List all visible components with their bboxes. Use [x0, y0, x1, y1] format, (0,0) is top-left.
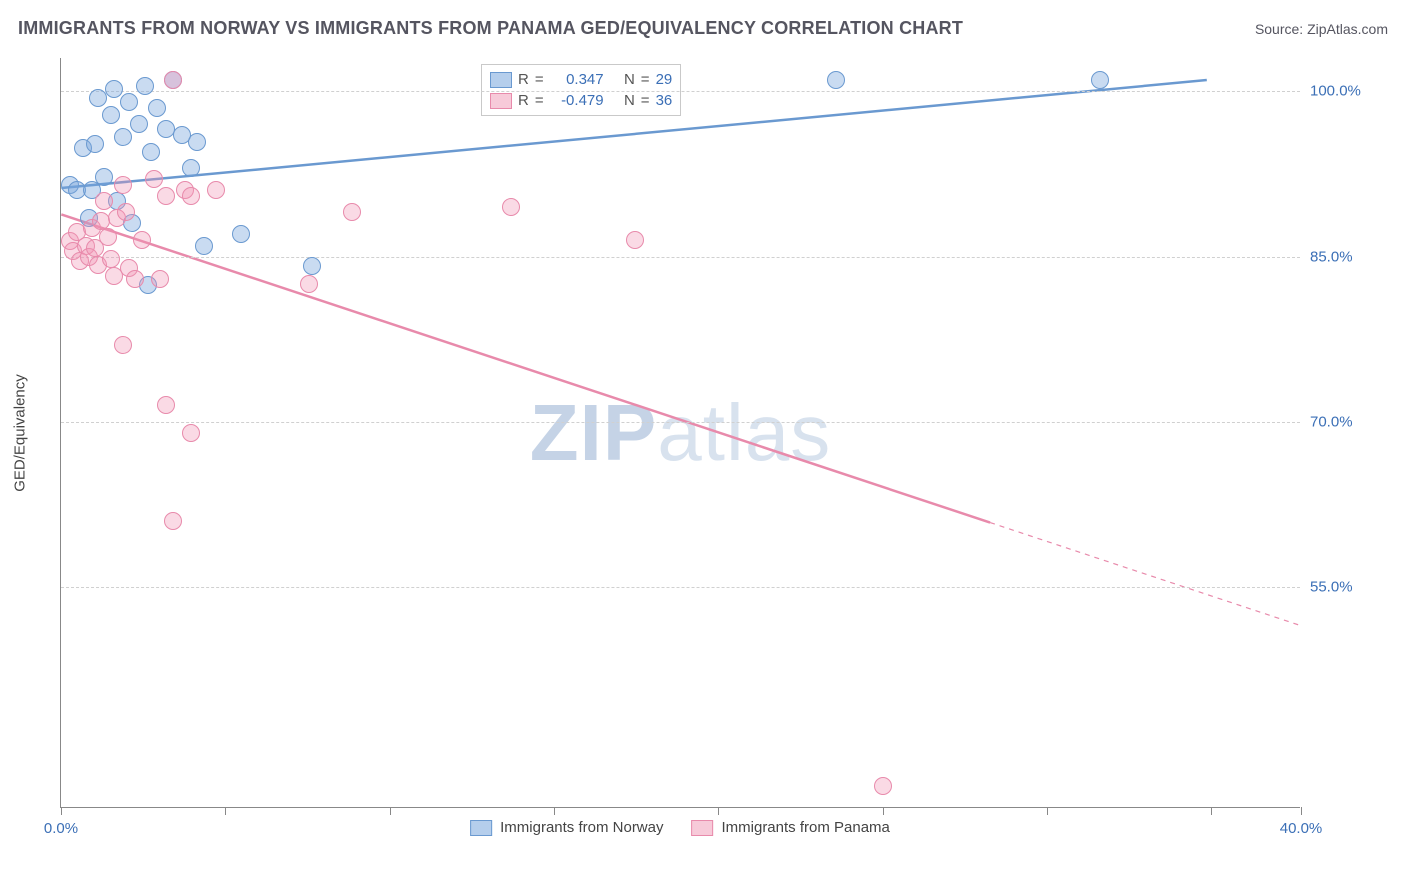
x-tick [1047, 807, 1048, 815]
chart: ZIPatlas R = 0.347 N = 29 R = -0.479 N [60, 58, 1300, 808]
grid-line [61, 257, 1300, 258]
data-point [105, 80, 123, 98]
chart-title: IMMIGRANTS FROM NORWAY VS IMMIGRANTS FRO… [18, 18, 963, 39]
data-point [114, 128, 132, 146]
data-point [136, 77, 154, 95]
y-tick-label: 85.0% [1310, 248, 1380, 265]
data-point [102, 106, 120, 124]
source-label: Source: ZipAtlas.com [1255, 21, 1388, 37]
data-point [827, 71, 845, 89]
y-axis-label: GED/Equivalency [12, 374, 29, 492]
data-point [343, 203, 361, 221]
x-tick [225, 807, 226, 815]
data-point [133, 231, 151, 249]
stats-box: R = 0.347 N = 29 R = -0.479 N = 36 [481, 64, 681, 116]
data-point [142, 143, 160, 161]
legend: Immigrants from Norway Immigrants from P… [470, 819, 890, 836]
title-bar: IMMIGRANTS FROM NORWAY VS IMMIGRANTS FRO… [18, 18, 1388, 39]
plot-area: ZIPatlas R = 0.347 N = 29 R = -0.479 N [60, 58, 1300, 808]
data-point [164, 512, 182, 530]
stats-row-panama: R = -0.479 N = 36 [490, 90, 672, 111]
data-point [188, 133, 206, 151]
data-point [1091, 71, 1109, 89]
trend-line [61, 214, 990, 522]
stats-row-norway: R = 0.347 N = 29 [490, 69, 672, 90]
data-point [114, 176, 132, 194]
legend-item-norway: Immigrants from Norway [470, 819, 663, 836]
data-point [207, 181, 225, 199]
data-point [145, 170, 163, 188]
data-point [126, 270, 144, 288]
x-tick [61, 807, 62, 815]
data-point [626, 231, 644, 249]
grid-line [61, 587, 1300, 588]
data-point [164, 71, 182, 89]
data-point [182, 424, 200, 442]
data-point [99, 228, 117, 246]
data-point [130, 115, 148, 133]
data-point [148, 99, 166, 117]
trend-line-extrapolated [990, 523, 1300, 626]
x-tick [390, 807, 391, 815]
data-point [157, 396, 175, 414]
data-point [874, 777, 892, 795]
data-point [195, 237, 213, 255]
data-point [502, 198, 520, 216]
x-tick [718, 807, 719, 815]
data-point [232, 225, 250, 243]
data-point [303, 257, 321, 275]
data-point [102, 250, 120, 268]
trend-lines [61, 58, 1300, 807]
x-tick [883, 807, 884, 815]
swatch-blue [490, 72, 512, 88]
x-tick-label: 40.0% [1280, 820, 1323, 837]
x-tick-label: 0.0% [44, 820, 78, 837]
y-tick-label: 100.0% [1310, 83, 1380, 100]
data-point [182, 159, 200, 177]
swatch-pink [490, 93, 512, 109]
data-point [114, 336, 132, 354]
data-point [95, 168, 113, 186]
data-point [151, 270, 169, 288]
grid-line [61, 422, 1300, 423]
legend-label: Immigrants from Panama [721, 819, 889, 836]
watermark: ZIPatlas [530, 387, 831, 479]
y-tick-label: 55.0% [1310, 579, 1380, 596]
x-tick [554, 807, 555, 815]
grid-line [61, 91, 1300, 92]
data-point [120, 93, 138, 111]
legend-label: Immigrants from Norway [500, 819, 663, 836]
data-point [182, 187, 200, 205]
y-tick-label: 70.0% [1310, 413, 1380, 430]
swatch-blue [470, 820, 492, 836]
legend-item-panama: Immigrants from Panama [691, 819, 889, 836]
data-point [157, 187, 175, 205]
x-tick [1211, 807, 1212, 815]
x-tick [1301, 807, 1302, 815]
data-point [86, 135, 104, 153]
data-point [300, 275, 318, 293]
swatch-pink [691, 820, 713, 836]
